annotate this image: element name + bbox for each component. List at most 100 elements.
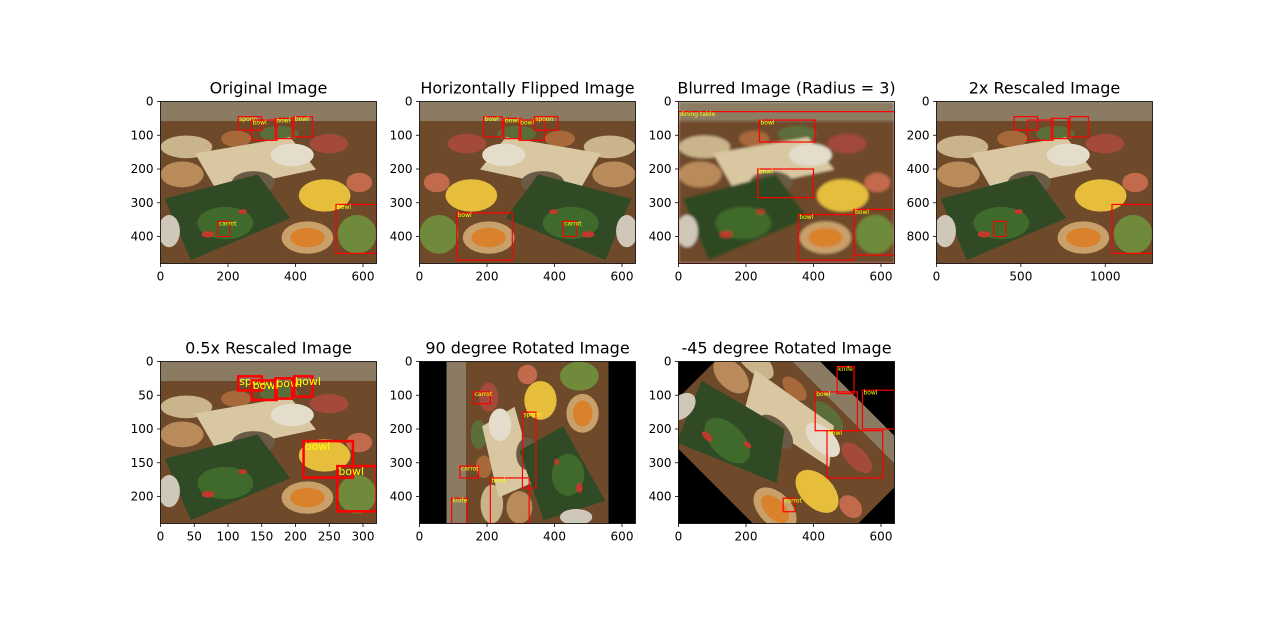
x-tick-label: 1000 xyxy=(1090,270,1121,284)
x-tick-label: 0 xyxy=(416,270,424,284)
x-tick-label: 0 xyxy=(933,270,941,284)
detection-label: bowl xyxy=(276,118,290,125)
axes-frame xyxy=(678,361,895,524)
y-tick-label: 300 xyxy=(649,196,672,210)
detection-box xyxy=(456,212,513,261)
detection-label: bowl xyxy=(295,375,321,388)
subplot-3: dining table bowl bowl bowl bowl 0 200 400 600 0 1… xyxy=(649,79,896,284)
detection-label: carrot xyxy=(784,498,802,505)
x-tick-label: 400 xyxy=(543,530,566,544)
y-tick-label: 100 xyxy=(390,388,413,402)
detection-label: bowl xyxy=(816,391,830,398)
image-content xyxy=(678,101,895,264)
detection-box xyxy=(251,119,278,141)
x-tick-label: 400 xyxy=(802,530,825,544)
detection-box xyxy=(274,117,293,140)
y-tick-label: 0 xyxy=(405,355,413,369)
y-tick-label: 300 xyxy=(131,196,154,210)
detection-label: bowl xyxy=(520,119,534,126)
detection-label: spoon xyxy=(239,116,257,123)
y-tick-label: 200 xyxy=(649,422,672,436)
x-tick-label: 400 xyxy=(543,270,566,284)
detection-box xyxy=(826,430,884,479)
subplot-title: 0.5x Rescaled Image xyxy=(185,339,352,358)
y-tick-label: 200 xyxy=(131,162,154,176)
detection-box xyxy=(1111,203,1153,254)
axes-frame xyxy=(419,361,636,524)
y-tick-label: 0 xyxy=(922,95,930,109)
y-tick-label: 0 xyxy=(664,355,672,369)
detection-box xyxy=(483,116,503,138)
x-tick-label: 200 xyxy=(735,270,758,284)
detection-label: bowl xyxy=(276,377,302,390)
y-tick-label: 0 xyxy=(146,95,154,109)
detection-box xyxy=(336,464,377,513)
detection-box xyxy=(292,375,314,398)
detection-box xyxy=(1050,117,1069,140)
image-content xyxy=(160,101,377,264)
y-tick-label: 400 xyxy=(649,230,672,244)
detection-box xyxy=(302,439,355,479)
y-tick-label: 400 xyxy=(390,490,413,504)
x-tick-label: 0 xyxy=(157,530,165,544)
y-tick-label: 0 xyxy=(146,355,154,369)
x-tick-label: 600 xyxy=(870,270,893,284)
x-tick-label: 200 xyxy=(735,530,758,544)
y-tick-label: 0 xyxy=(664,95,672,109)
subplot-title: Blurred Image (Radius = 3) xyxy=(677,79,895,98)
detection-label: bowl xyxy=(295,116,309,123)
y-tick-label: 100 xyxy=(131,128,154,142)
y-tick-label: 400 xyxy=(390,230,413,244)
subplot-4: 0 500 1000 0 200 400 600 800 2x Rescaled Image xyxy=(907,79,1153,284)
detection-box xyxy=(217,220,231,238)
x-tick-label: 200 xyxy=(476,530,499,544)
y-tick-label: 100 xyxy=(649,388,672,402)
x-tick-label: 200 xyxy=(217,270,240,284)
detection-box xyxy=(459,465,480,479)
y-tick-label: 600 xyxy=(907,196,930,210)
y-tick-label: 400 xyxy=(131,230,154,244)
detection-label: bowl xyxy=(828,430,842,437)
detection-label: bowl xyxy=(863,390,877,397)
detection-box xyxy=(250,379,278,402)
x-tick-label: 0 xyxy=(416,530,424,544)
subplot-title: 2x Rescaled Image xyxy=(969,79,1121,98)
detection-box xyxy=(993,220,1007,238)
detection-label: dining table xyxy=(680,111,716,118)
image-content xyxy=(419,101,636,264)
detection-box xyxy=(678,111,895,264)
detection-label: bowl xyxy=(505,118,519,125)
x-tick-label: 150 xyxy=(250,530,273,544)
y-tick-label: 400 xyxy=(907,162,930,176)
detection-box xyxy=(503,117,522,140)
detection-label: carrot xyxy=(461,465,479,472)
detection-label: bowl xyxy=(458,212,472,219)
detection-box xyxy=(757,168,815,199)
detection-label: bowl xyxy=(855,209,869,216)
x-tick-label: 300 xyxy=(352,530,375,544)
detection-label: carrot xyxy=(564,221,582,228)
detection-label: bowl xyxy=(799,214,813,221)
detection-label: bowl xyxy=(485,116,499,123)
x-tick-label: 200 xyxy=(284,530,307,544)
axes-frame xyxy=(936,101,1153,264)
x-tick-label: 200 xyxy=(476,270,499,284)
x-tick-label: 0 xyxy=(675,530,683,544)
x-tick-label: 400 xyxy=(284,270,307,284)
detection-label: bowl xyxy=(338,465,364,478)
detection-box xyxy=(1027,119,1054,141)
detection-label: bowl xyxy=(337,204,351,211)
detection-label: knife xyxy=(453,498,468,505)
detection-box xyxy=(853,208,895,256)
detection-box xyxy=(450,497,468,524)
detection-box xyxy=(1069,116,1089,138)
detection-label: bowl xyxy=(761,119,775,126)
x-tick-label: 600 xyxy=(611,530,634,544)
y-tick-label: 100 xyxy=(131,422,154,436)
x-tick-label: 100 xyxy=(217,530,240,544)
y-tick-label: 400 xyxy=(649,490,672,504)
subplot-title: Horizontally Flipped Image xyxy=(420,79,634,98)
